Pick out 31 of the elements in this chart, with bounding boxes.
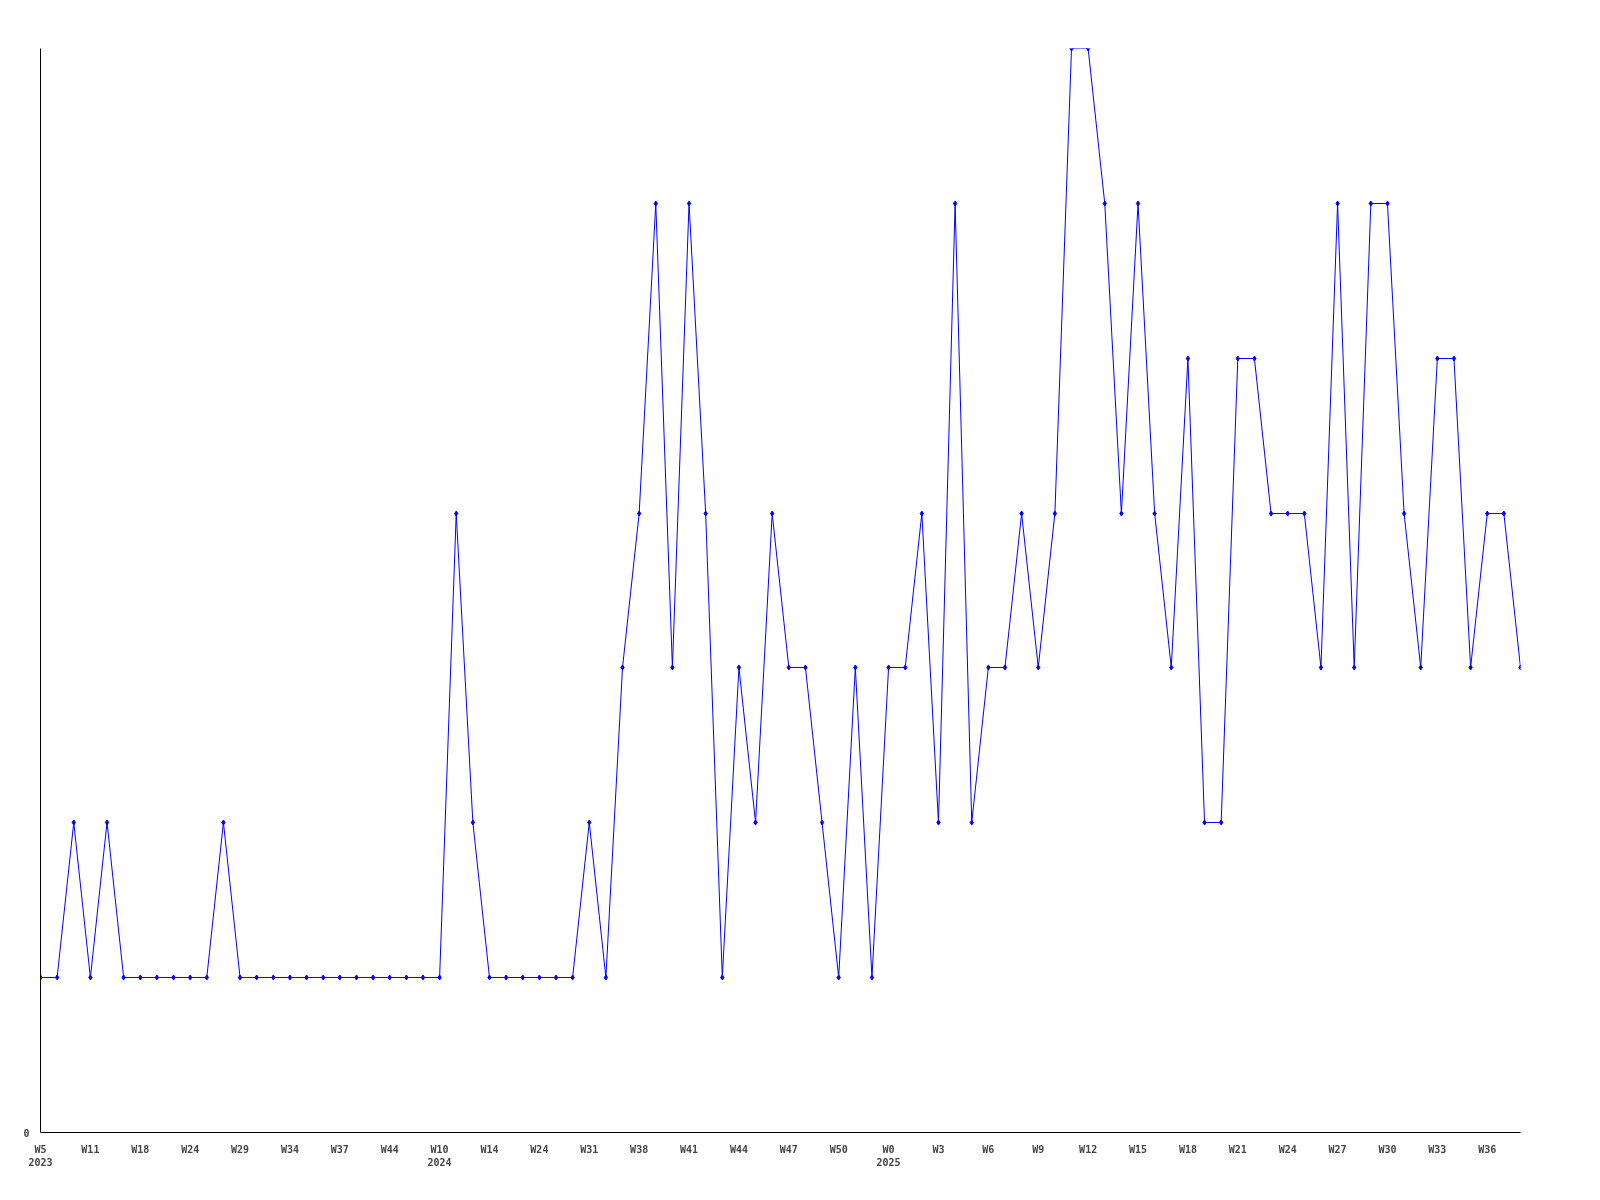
x-tick-label: W0 2025 [876, 1143, 901, 1168]
text: 0 [23, 1127, 30, 1139]
x-tick-label: W38 [630, 1143, 649, 1155]
x-tick-label: W33 [1428, 1143, 1447, 1155]
x-tick-label: W12 [1079, 1143, 1098, 1155]
x-tick-label: W18 [1178, 1143, 1197, 1155]
x-tick-label: W41 [680, 1143, 699, 1155]
x-tick-label: W3 [932, 1143, 945, 1155]
x-tick-label: W37 [330, 1143, 349, 1155]
x-tick-label: W24 [181, 1143, 200, 1155]
x-tick-label: W36 [1478, 1143, 1497, 1155]
x-tick-label: W10 2024 [427, 1143, 452, 1168]
x-tick-label: W34 [280, 1143, 299, 1155]
x-tick-label: W47 [779, 1143, 798, 1155]
x-tick-label: W44 [729, 1143, 748, 1155]
x-tick-label: W6 [982, 1143, 995, 1155]
x-tick-label: W14 [480, 1143, 499, 1155]
x-tick-label: W27 [1328, 1143, 1347, 1155]
x-tick-label: W30 [1378, 1143, 1397, 1155]
x-tick-label: W50 [829, 1143, 848, 1155]
x-tick-label: W29 [231, 1143, 250, 1155]
x-tick-label: W21 [1228, 1143, 1247, 1155]
x-tick-label: W5 2023 [28, 1143, 53, 1168]
x-tick-label: W31 [580, 1143, 599, 1155]
x-tick-label: W11 [81, 1143, 100, 1155]
x-tick-label: W9 [1032, 1143, 1045, 1155]
x-tick-label: W18 [131, 1143, 150, 1155]
x-tick-label: W44 [380, 1143, 399, 1155]
x-tick-label: W15 [1129, 1143, 1148, 1155]
x-tick-label: W24 [1278, 1143, 1297, 1155]
x-tick-label: W24 [530, 1143, 549, 1155]
